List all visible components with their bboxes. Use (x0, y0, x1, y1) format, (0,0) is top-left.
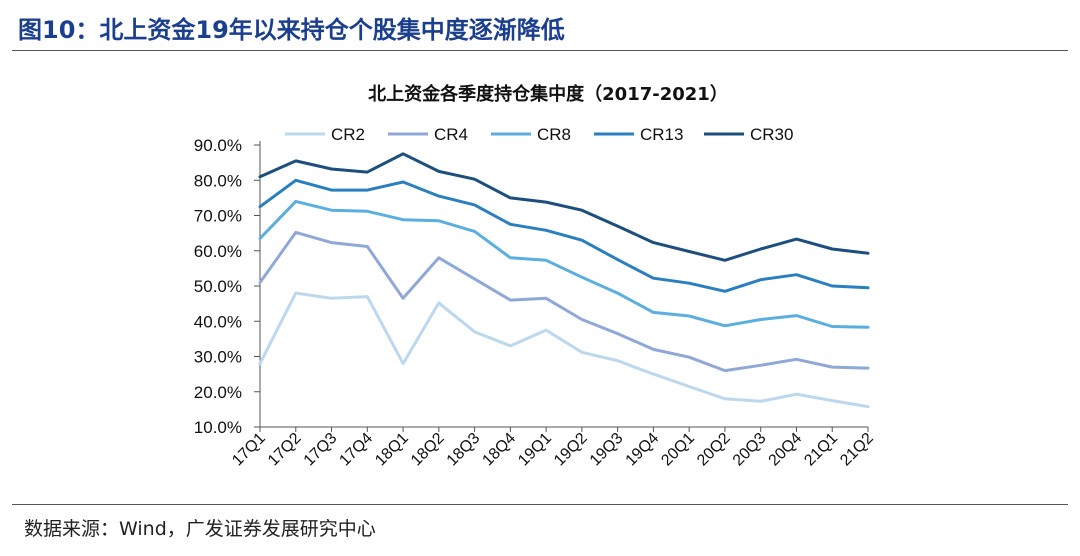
header-rule (12, 50, 1068, 51)
y-tick-label: 60.0% (194, 242, 242, 261)
x-tick-label: 17Q2 (265, 430, 305, 470)
x-tick-label: 19Q2 (551, 430, 591, 470)
series-line-cr30 (258, 152, 870, 262)
x-tick-label: 18Q2 (408, 430, 448, 470)
x-tick-label: 17Q4 (336, 430, 376, 470)
legend-label-cr4: CR4 (434, 125, 468, 144)
figure-header: 图10：北上资金19年以来持仓个股集中度逐渐降低 (0, 0, 1080, 48)
y-tick-label: 80.0% (194, 171, 242, 190)
y-tick-label: 90.0% (194, 136, 242, 155)
x-tick-label: 20Q3 (730, 430, 770, 470)
x-tick-label: 21Q2 (837, 430, 877, 470)
series-line-cr2 (258, 291, 870, 409)
legend-label-cr8: CR8 (537, 125, 571, 144)
x-tick-label: 17Q3 (301, 430, 341, 470)
y-axis-ticks: 10.0% 20.0% 30.0% 40.0% 50.0% 60.0% 70.0% 80.0%… (194, 136, 242, 437)
legend-label-cr30: CR30 (750, 125, 793, 144)
legend-item-cr13: CR13 (594, 125, 683, 144)
y-tick-label: 50.0% (194, 277, 242, 296)
footer-rule (12, 504, 1068, 505)
x-tick-label: 19Q3 (587, 430, 627, 470)
x-tick-label: 19Q4 (623, 430, 663, 470)
figure-title: 图10：北上资金19年以来持仓个股集中度逐渐降低 (18, 16, 565, 44)
x-axis-ticks: 17Q117Q217Q317Q418Q118Q218Q318Q419Q119Q2… (229, 427, 877, 470)
legend-item-cr2: CR2 (285, 125, 365, 144)
chart-title: 北上资金各季度持仓集中度（2017-2021） (368, 83, 728, 105)
legend-label-cr13: CR13 (640, 125, 683, 144)
chart-axes (259, 141, 868, 428)
x-tick-label: 18Q1 (372, 430, 412, 470)
chart-legend: CR2 CR4 CR8 CR13 CR30 (285, 125, 793, 144)
x-tick-label: 19Q1 (515, 430, 555, 470)
y-tick-label: 30.0% (194, 348, 242, 367)
x-tick-label: 18Q3 (444, 430, 484, 470)
plot-area (258, 152, 870, 409)
y-tick-label: 10.0% (194, 418, 242, 437)
series-line-cr13 (258, 178, 870, 293)
y-tick-label: 70.0% (194, 207, 242, 226)
y-gridlines (254, 144, 260, 428)
legend-item-cr4: CR4 (388, 125, 468, 144)
x-tick-label: 20Q1 (658, 430, 698, 470)
x-tick-label: 21Q1 (801, 430, 841, 470)
legend-label-cr2: CR2 (331, 125, 365, 144)
y-tick-label: 40.0% (194, 312, 242, 331)
series-line-cr4 (258, 230, 870, 373)
legend-item-cr8: CR8 (491, 125, 571, 144)
line-chart: 北上资金各季度持仓集中度（2017-2021） CR2 CR4 CR8 CR13 CR3… (194, 83, 877, 470)
legend-item-cr30: CR30 (704, 125, 793, 144)
y-tick-label: 20.0% (194, 383, 242, 402)
series-line-cr8 (258, 199, 870, 329)
x-tick-label: 20Q4 (766, 430, 806, 470)
figure-source: 数据来源：Wind，广发证券发展研究中心 (24, 518, 376, 540)
x-tick-label: 20Q2 (694, 430, 734, 470)
x-tick-label: 18Q4 (479, 430, 519, 470)
